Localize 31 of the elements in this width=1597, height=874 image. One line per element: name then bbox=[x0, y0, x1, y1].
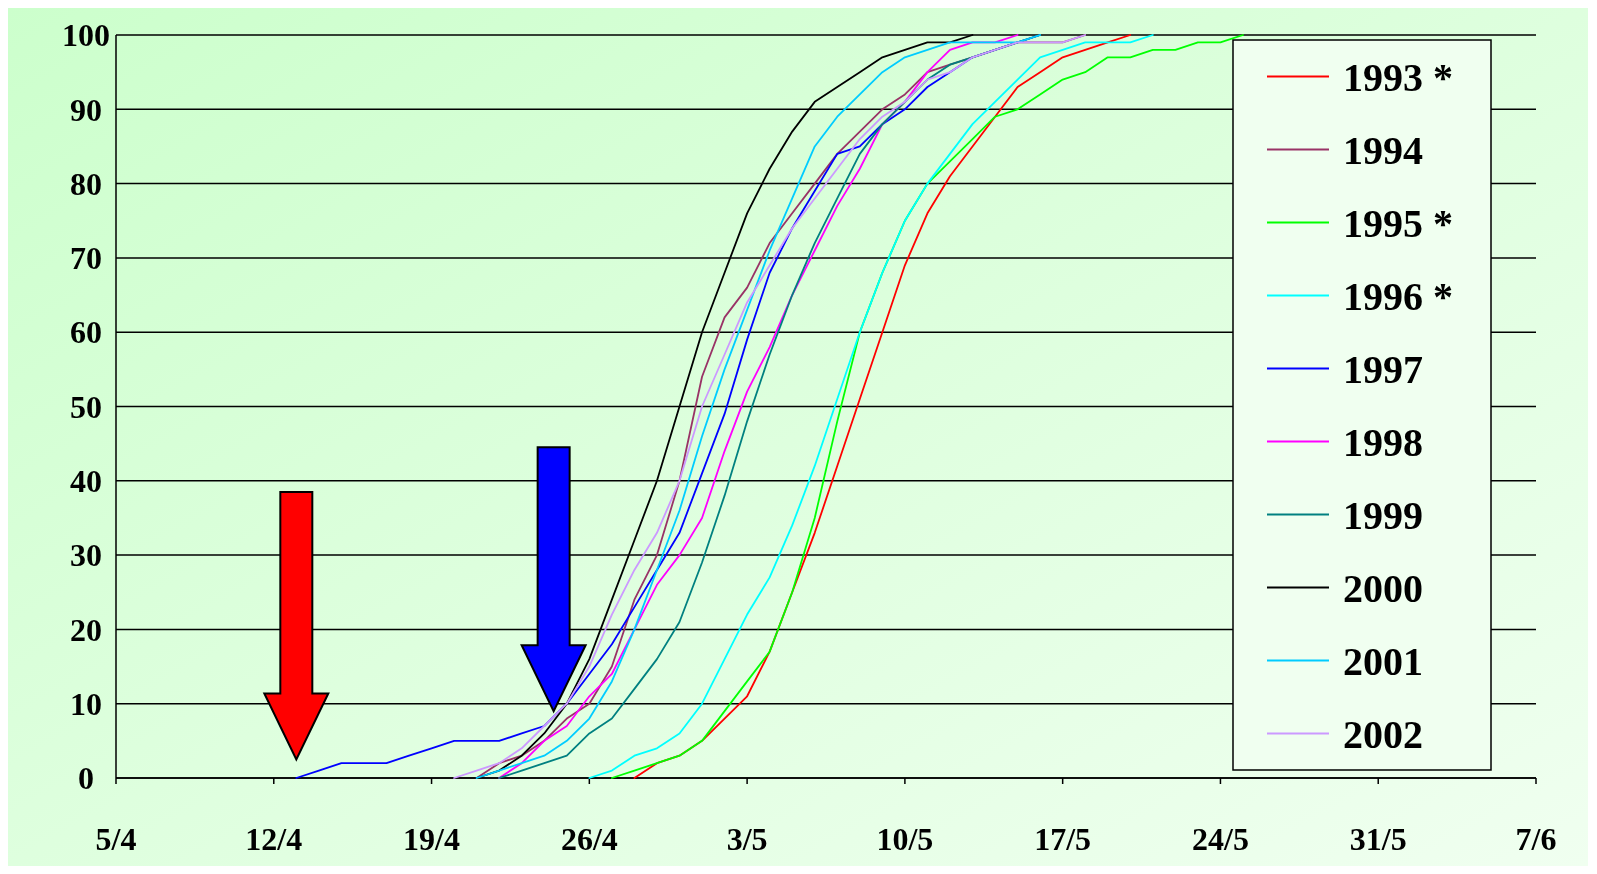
legend-label: 1996 * bbox=[1343, 273, 1453, 319]
legend-label: 1994 bbox=[1343, 127, 1423, 173]
x-tick-label: 24/5 bbox=[1192, 821, 1249, 857]
y-tick-label: 10 bbox=[70, 685, 102, 722]
legend-label: 1993 * bbox=[1343, 54, 1453, 100]
y-tick-label: 50 bbox=[70, 388, 102, 425]
x-tick-label: 10/5 bbox=[876, 821, 934, 857]
x-tick-label: 17/5 bbox=[1034, 821, 1092, 857]
x-tick-label: 3/5 bbox=[726, 821, 768, 857]
legend-label: 1995 * bbox=[1343, 200, 1453, 246]
y-tick-label: 80 bbox=[70, 165, 102, 202]
legend-label: 1997 bbox=[1343, 346, 1423, 392]
x-tick-label: 12/4 bbox=[245, 821, 303, 857]
legend-label: 2001 bbox=[1343, 638, 1423, 684]
y-tick-label: 60 bbox=[70, 314, 102, 351]
y-tick-label: 20 bbox=[70, 611, 102, 648]
y-tick-label: 0 bbox=[78, 760, 94, 797]
x-tick-label: 31/5 bbox=[1349, 821, 1407, 857]
y-tick-label: 90 bbox=[70, 91, 102, 128]
y-tick-label: 70 bbox=[70, 240, 102, 277]
y-tick-label: 30 bbox=[70, 537, 102, 574]
y-tick-label: 40 bbox=[70, 463, 102, 499]
x-tick-label: 7/6 bbox=[1515, 821, 1557, 857]
x-tick-label: 5/4 bbox=[95, 821, 137, 857]
legend-label: 1999 bbox=[1343, 492, 1423, 538]
x-tick-label: 26/4 bbox=[560, 821, 618, 857]
legend-label: 1998 bbox=[1343, 419, 1423, 465]
y-tick-label: 100 bbox=[62, 17, 110, 54]
legend-label: 2002 bbox=[1343, 711, 1423, 757]
x-tick-label: 19/4 bbox=[403, 821, 460, 857]
legend-label: 2000 bbox=[1343, 565, 1423, 611]
